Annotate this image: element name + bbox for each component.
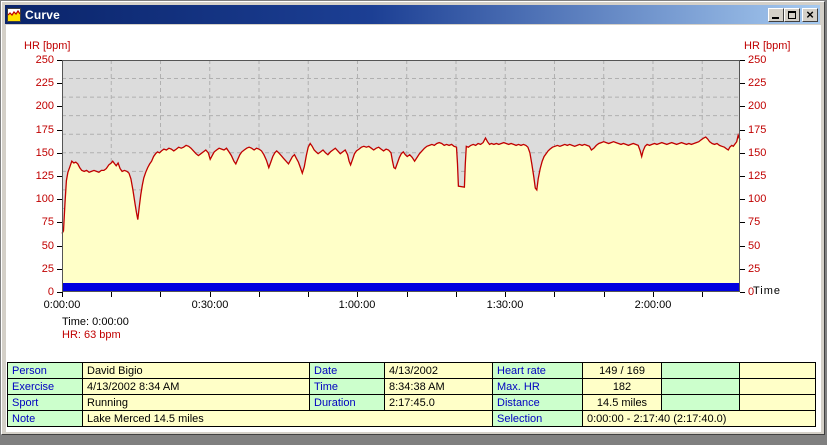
close-icon: × [806,7,814,22]
x-tick-label: 2:00:00 [634,299,672,311]
hr-curve-plot[interactable] [56,60,746,298]
exercise-label: Exercise [7,378,83,395]
time-label: Time [309,378,385,395]
y-tick-label-left: 50 [41,240,54,252]
y-tick-label-left: 175 [35,124,54,136]
y-axis-label-right: HR [bpm] [744,40,791,52]
selection-value[interactable]: 0:00:00 - 2:17:40 (2:17:40.0) [582,410,816,427]
selection-bar[interactable] [62,283,740,291]
y-tick-label-left: 225 [35,77,54,89]
y-tick-label-right: 250 [748,54,767,66]
heart-rate-label: Heart rate [492,362,583,379]
table-row: Sport Running Duration 2:17:45.0 Distanc… [7,394,816,411]
date-value[interactable]: 4/13/2002 [384,362,493,379]
empty-label-cell [661,394,740,411]
max-hr-value[interactable]: 182 [582,378,662,395]
x-tick-label: 0:00:00 [43,299,81,311]
y-tick-label-left: 200 [35,100,54,112]
y-tick-label-right: 200 [748,100,767,112]
plot-border [62,60,740,292]
selection-label: Selection [492,410,583,427]
y-tick-label-right: 175 [748,124,767,136]
table-row: Exercise 4/13/2002 8:34 AM Time 8:34:38 … [7,378,816,395]
empty-label-cell [661,378,740,395]
y-tick-label-right: 225 [748,77,767,89]
y-tick-label-right: 150 [748,147,767,159]
y-tick-label-right: 0 [748,286,755,298]
sport-value[interactable]: Running [82,394,310,411]
window-controls: × [768,7,818,22]
table-row: Note Lake Merced 14.5 miles Selection 0:… [7,410,816,427]
max-hr-label: Max. HR [492,378,583,395]
heart-rate-value[interactable]: 149 / 169 [582,362,662,379]
close-button[interactable]: × [802,7,818,22]
exercise-value[interactable]: 4/13/2002 8:34 AM [82,378,310,395]
y-axis-label-left: HR [bpm] [24,40,71,52]
note-value[interactable]: Lake Merced 14.5 miles [82,410,493,427]
y-tick-label-left: 25 [41,263,54,275]
window-icon [7,7,21,22]
y-tick-label-left: 250 [35,54,54,66]
y-tick-label-left: 150 [35,147,54,159]
duration-label: Duration [309,394,385,411]
title-bar[interactable]: Curve × [5,5,820,24]
y-tick-label-left: 75 [41,216,54,228]
distance-value[interactable]: 14.5 miles [582,394,662,411]
person-value[interactable]: David Bigio [82,362,310,379]
x-tick-label: 1:30:00 [486,299,524,311]
minimize-icon [772,16,779,19]
note-label: Note [7,410,83,427]
empty-label-cell [661,362,740,379]
minimize-button[interactable] [768,7,784,22]
distance-label: Distance [492,394,583,411]
y-tick-label-right: 125 [748,170,767,182]
y-tick-label-right: 25 [748,263,761,275]
person-label: Person [7,362,83,379]
y-tick-label-right: 50 [748,240,761,252]
empty-value-cell [739,378,816,395]
time-value[interactable]: 8:34:38 AM [384,378,493,395]
y-tick-label-left: 0 [47,286,54,298]
hr-curve-line [61,132,741,234]
window-title: Curve [25,7,61,22]
x-tick-label: 1:00:00 [338,299,376,311]
y-tick-label-left: 125 [35,170,54,182]
y-tick-label-left: 100 [35,193,54,205]
duration-value[interactable]: 2:17:45.0 [384,394,493,411]
hr-area-fill [62,135,740,292]
sport-label: Sport [7,394,83,411]
maximize-button[interactable] [784,7,800,22]
y-tick-label-right: 100 [748,193,767,205]
empty-value-cell [739,394,816,411]
maximize-icon [788,10,796,19]
cursor-hr-readout: HR: 63 bpm [62,329,121,341]
y-tick-label-right: 75 [748,216,761,228]
cursor-time-readout: Time: 0:00:00 [62,316,129,328]
x-axis-label: Time [753,285,782,297]
table-row: Person David Bigio Date 4/13/2002 Heart … [7,362,816,379]
empty-value-cell [739,362,816,379]
exercise-info-table: Person David Bigio Date 4/13/2002 Heart … [7,362,816,427]
x-tick-label: 0:30:00 [191,299,229,311]
chart-panel: HR [bpm] HR [bpm] 0 0 25 25 50 50 75 75 100 100 12… [6,25,821,432]
date-label: Date [309,362,385,379]
